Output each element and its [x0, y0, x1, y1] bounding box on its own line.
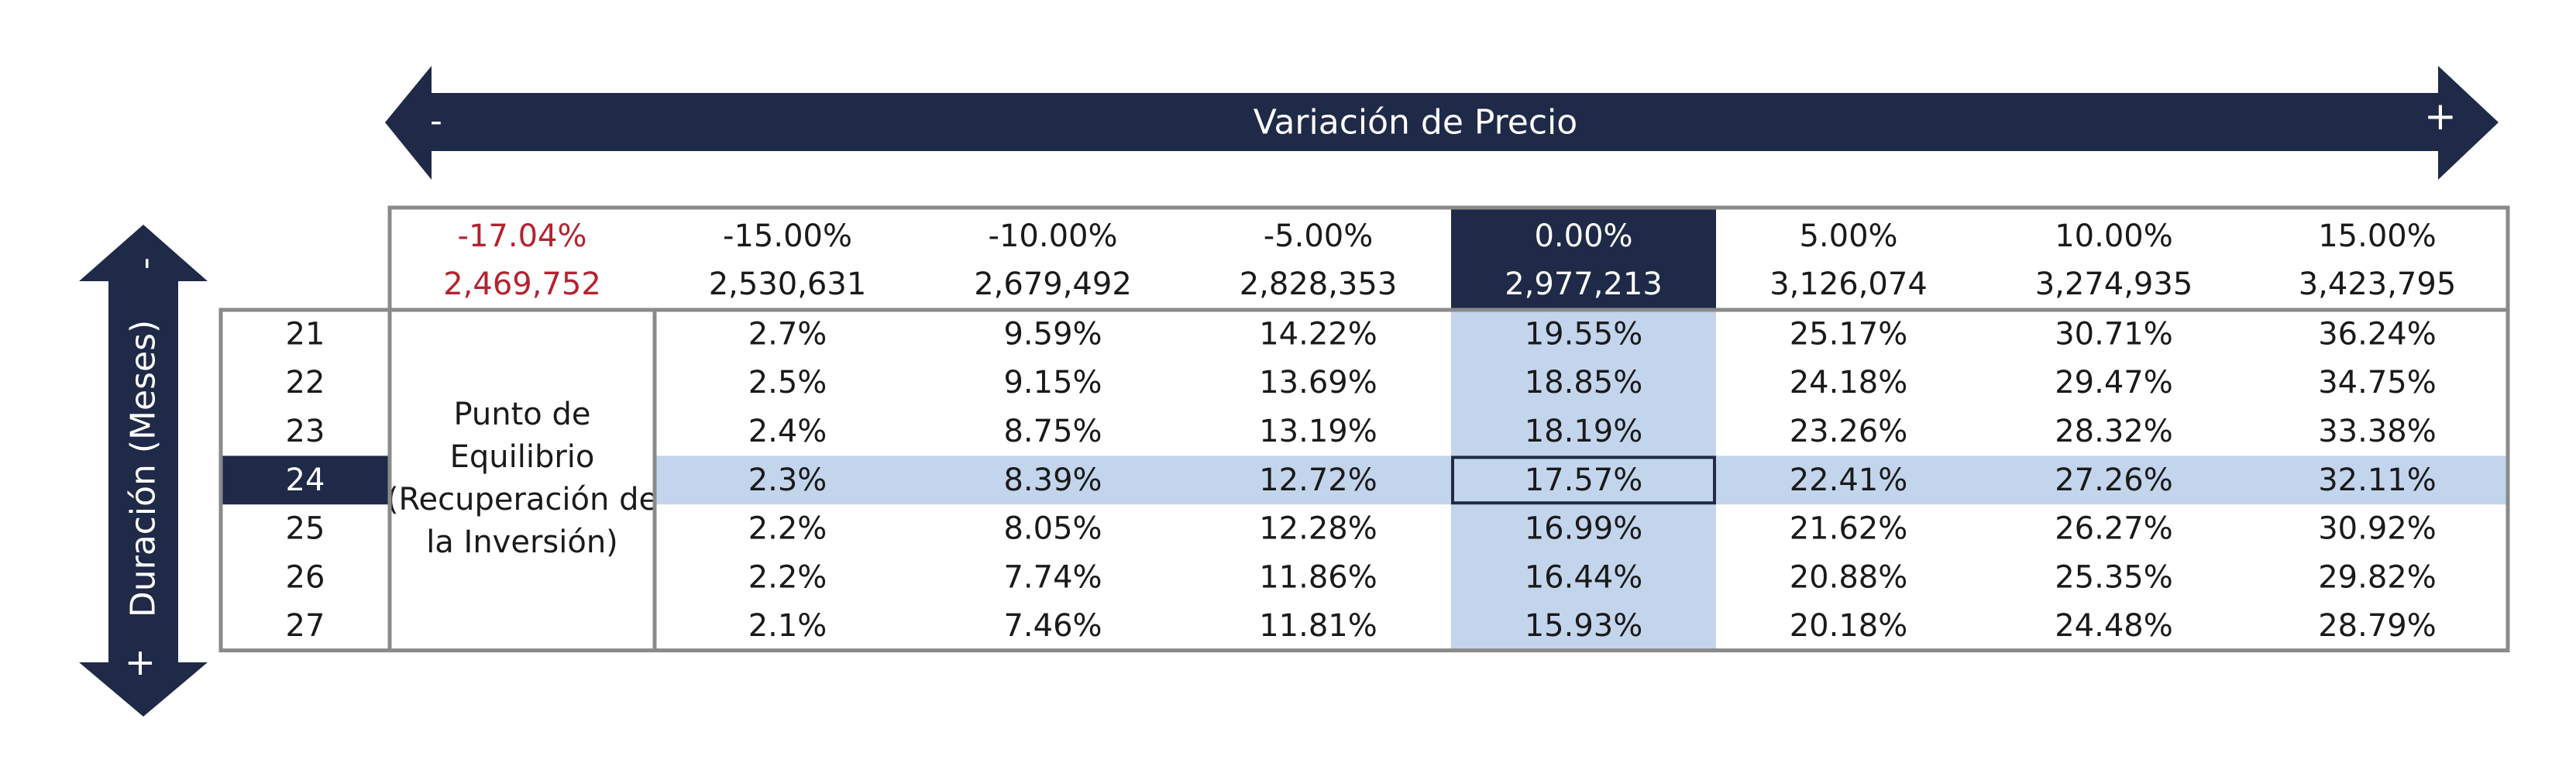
table-cell-value: 9.59%	[1003, 316, 1102, 352]
table-cell-value: 25.17%	[1790, 316, 1908, 352]
column-price: 2,679,492	[974, 266, 1132, 302]
price-axis-arrow	[385, 66, 2499, 180]
breakeven-variation: -17.04%	[458, 218, 587, 254]
table-cell-value: 16.99%	[1525, 511, 1643, 547]
table-cell-value: 2.3%	[748, 462, 827, 498]
column-variation: -10.00%	[989, 218, 1118, 254]
column-price: 2,828,353	[1240, 266, 1398, 302]
price-axis-plus: +	[2424, 94, 2457, 139]
table-cell-value: 14.22%	[1259, 316, 1377, 352]
column-price: 2,977,213	[1505, 266, 1663, 302]
row-months: 23	[286, 414, 325, 449]
table-cell-value: 24.48%	[2055, 608, 2173, 644]
column-variation: 0.00%	[1534, 218, 1632, 254]
table-cell-value: 16.44%	[1525, 559, 1643, 595]
table-cell-value: 32.11%	[2318, 462, 2437, 498]
table-cell-value: 2.2%	[748, 559, 827, 595]
table-cell-value: 18.19%	[1525, 414, 1643, 449]
table-cell-value: 30.92%	[2318, 511, 2437, 547]
table-cell-value: 34.75%	[2318, 365, 2437, 401]
column-price: 2,530,631	[709, 266, 867, 302]
column-variation: 15.00%	[2318, 218, 2437, 254]
table-cell-value: 22.41%	[1790, 462, 1908, 498]
table-cell-value: 2.1%	[748, 608, 827, 644]
duration-axis-plus: +	[118, 648, 161, 679]
table-cell-value: 28.79%	[2318, 608, 2437, 644]
column-variation: -5.00%	[1264, 218, 1374, 254]
table-cell-value: 9.15%	[1003, 365, 1102, 401]
table-cell-value: 7.74%	[1003, 559, 1102, 595]
row-months: 22	[286, 365, 325, 401]
table-cell-value: 2.7%	[748, 316, 827, 352]
table-cell-value: 17.57%	[1525, 462, 1643, 498]
table-cell-value: 15.93%	[1525, 608, 1643, 644]
table-cell-value: 30.71%	[2055, 316, 2173, 352]
base-row-fill	[655, 456, 2508, 505]
table-cell-value: 8.05%	[1003, 511, 1102, 547]
table-cell-value: 24.18%	[1790, 365, 1908, 401]
table-cell-value: 21.62%	[1790, 511, 1908, 547]
column-variation: 10.00%	[2055, 218, 2173, 254]
table-cell-value: 12.72%	[1259, 462, 1377, 498]
table-cell-value: 36.24%	[2318, 316, 2437, 352]
table-cell-value: 18.85%	[1525, 365, 1643, 401]
duration-axis-minus: -	[126, 257, 165, 270]
duration-axis-arrow	[79, 225, 208, 717]
table-cell-value: 13.19%	[1259, 414, 1377, 449]
breakeven-label-line: Equilibrio	[450, 439, 595, 475]
table-cell-value: 2.2%	[748, 511, 827, 547]
table-cell-value: 26.27%	[2055, 511, 2173, 547]
table-cell-value: 23.26%	[1790, 414, 1908, 449]
table-cell-value: 20.18%	[1790, 608, 1908, 644]
column-price: 3,274,935	[2035, 266, 2193, 302]
table-cell-value: 29.47%	[2055, 365, 2173, 401]
table-cell-value: 13.69%	[1259, 365, 1377, 401]
base-column-header-fill	[1451, 208, 1716, 310]
table-cell-value: 11.81%	[1259, 608, 1377, 644]
table-cell-value: 7.46%	[1003, 608, 1102, 644]
breakeven-label-line: la Inversión)	[426, 524, 618, 560]
table-cell-value: 29.82%	[2318, 559, 2437, 595]
column-variation: -15.00%	[723, 218, 852, 254]
column-variation: 5.00%	[1799, 218, 1897, 254]
duration-axis-label: Duración (Meses)	[124, 320, 163, 617]
row-months: 21	[286, 316, 325, 352]
table-cell-value: 11.86%	[1259, 559, 1377, 595]
table-cell-value: 28.32%	[2055, 414, 2173, 449]
breakeven-label-line: Punto de	[454, 397, 591, 432]
table-cell-value: 19.55%	[1525, 316, 1643, 352]
table-cell-value: 2.5%	[748, 365, 827, 401]
table-cell-value: 27.26%	[2055, 462, 2173, 498]
table-cell-value: 33.38%	[2318, 414, 2437, 449]
price-axis-minus: -	[430, 101, 442, 141]
column-price: 3,126,074	[1769, 266, 1928, 302]
table-cell-value: 8.75%	[1003, 414, 1102, 449]
base-row-header-fill	[221, 456, 390, 505]
column-price: 3,423,795	[2299, 266, 2457, 302]
table-cell-value: 8.39%	[1003, 462, 1102, 498]
table-cell-value: 20.88%	[1790, 559, 1908, 595]
row-months: 24	[286, 462, 325, 498]
breakeven-price: 2,469,752	[443, 266, 601, 302]
breakeven-label-line: (Recuperación de	[387, 482, 658, 517]
table-cell-value: 25.35%	[2055, 559, 2173, 595]
table-cell-value: 12.28%	[1259, 511, 1377, 547]
row-months: 26	[286, 559, 325, 595]
row-months: 25	[286, 511, 325, 547]
table-cell-value: 2.4%	[748, 414, 827, 449]
base-case-cell-box	[1451, 456, 1716, 505]
row-months: 27	[286, 608, 325, 644]
price-axis-label: Variación de Precio	[1254, 103, 1577, 143]
